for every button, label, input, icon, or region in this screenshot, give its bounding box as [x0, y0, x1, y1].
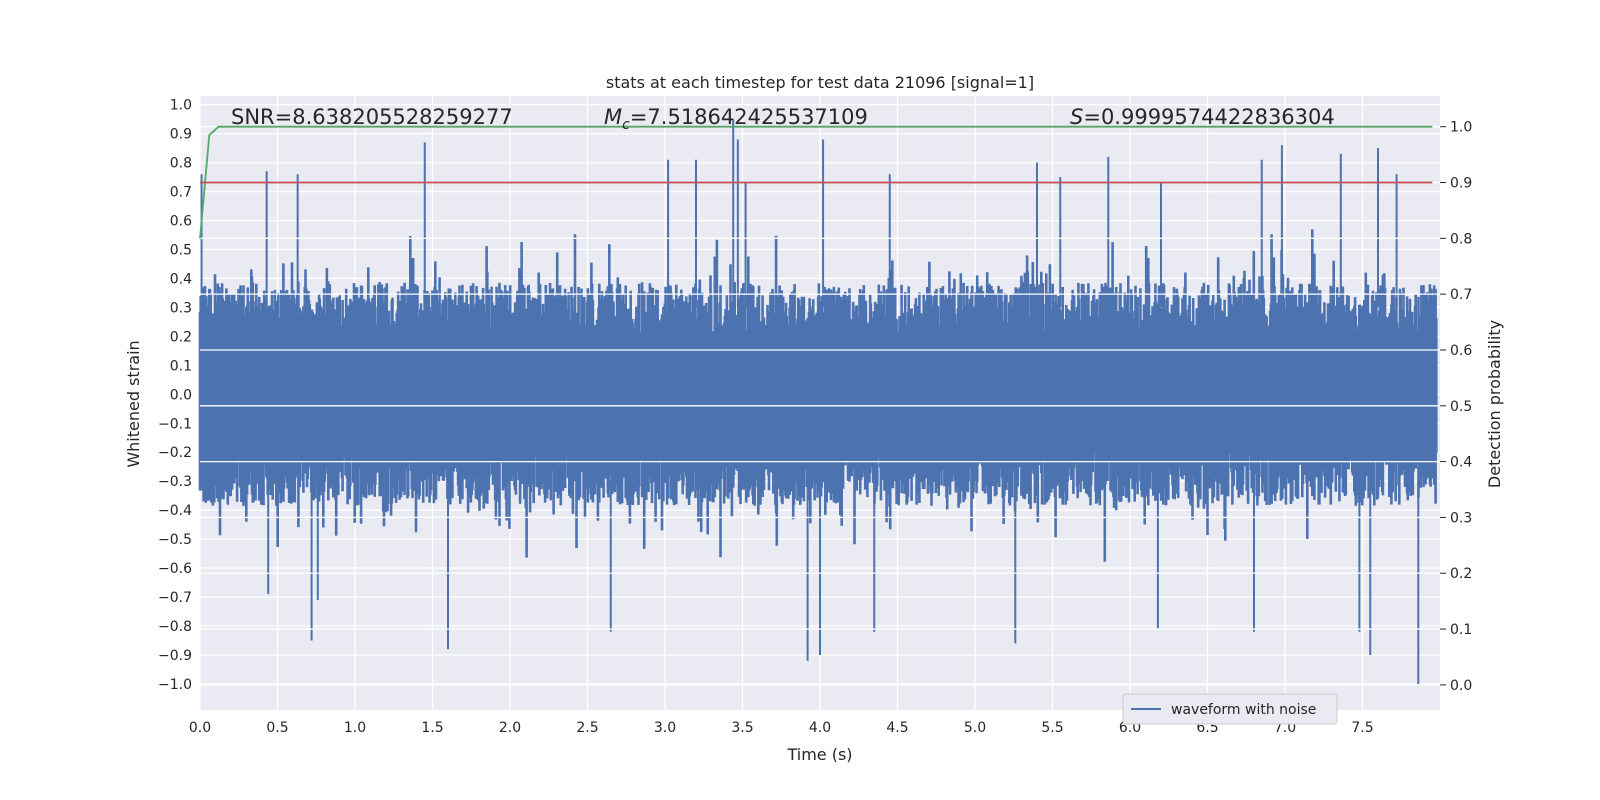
- x-tick-label: 3.5: [731, 720, 753, 736]
- axis-ticks: 0.0 0.5 1.0 1.5 2.0 2.5 3.0 3.5 4.0 4.5 5.0 5.5 6.0 6…: [158, 98, 1472, 736]
- y-tick-label: 0.9: [170, 127, 192, 143]
- x-tick-label: 5.0: [964, 720, 986, 736]
- y-tick-label: −0.9: [158, 648, 192, 664]
- chirp-mass-symbol: M: [604, 105, 622, 129]
- y2-tick-label: 0.7: [1450, 287, 1472, 303]
- y2-tick-label: 0.9: [1450, 176, 1472, 192]
- y-tick-label: −0.7: [158, 590, 192, 606]
- y-tick-label: −0.2: [158, 445, 192, 461]
- x-tick-label: 0.0: [189, 720, 211, 736]
- legend-label: waveform with noise: [1171, 702, 1316, 718]
- detection-probability-line: [199, 125, 1433, 239]
- y2-axis-label: Detection probability: [1485, 320, 1504, 488]
- y-tick-label: 0.4: [170, 271, 192, 287]
- y2-tick-label: 0.3: [1450, 510, 1472, 526]
- y-tick-label: 0.1: [170, 358, 192, 374]
- y2-tick-label: 0.4: [1450, 455, 1472, 471]
- x-tick-label: 3.0: [654, 720, 676, 736]
- y-tick-label: −0.6: [158, 561, 192, 577]
- x-tick-label: 7.5: [1351, 720, 1373, 736]
- x-tick-label: 2.5: [576, 720, 598, 736]
- s-value: =0.9999574422836304: [1083, 105, 1334, 129]
- y-tick-label: −1.0: [158, 677, 192, 693]
- legend-box: [1122, 693, 1338, 725]
- y2-tick-label: 0.6: [1450, 343, 1472, 359]
- y-tick-label: 0.2: [170, 329, 192, 345]
- y-tick-label: 0.8: [170, 156, 192, 172]
- x-tick-label: 1.0: [344, 720, 366, 736]
- x-tick-label: 1.5: [421, 720, 443, 736]
- y2-tick-label: 0.5: [1450, 399, 1472, 415]
- waveform-core: [200, 336, 1437, 453]
- y2-tick-label: 0.1: [1450, 622, 1472, 638]
- y-tick-label: 1.0: [170, 98, 192, 114]
- x-tick-label: 4.5: [886, 720, 908, 736]
- x-tick-label: 4.0: [809, 720, 831, 736]
- s-annotation: S=0.9999574422836304: [1070, 105, 1335, 129]
- y-tick-label: −0.8: [158, 619, 192, 635]
- y-tick-label: 0.7: [170, 185, 192, 201]
- chart-title: stats at each timestep for test data 210…: [606, 73, 1034, 92]
- y2-tick-label: 1.0: [1450, 120, 1472, 136]
- y-tick-label: 0.3: [170, 300, 192, 316]
- x-tick-label: 2.0: [499, 720, 521, 736]
- chirp-mass-value: =7.518642425537109: [630, 105, 868, 129]
- chirp-mass-annotation: Mc=7.518642425537109: [604, 105, 868, 133]
- y-tick-label: −0.5: [158, 532, 192, 548]
- s-symbol: S: [1070, 105, 1083, 129]
- y-tick-label: 0.6: [170, 214, 192, 230]
- waveform-series: [198, 119, 1438, 684]
- y2-tick-label: 0.8: [1450, 231, 1472, 247]
- snr-annotation: SNR=8.638205528259277: [231, 105, 513, 129]
- legend: waveform with noise: [1122, 693, 1338, 725]
- y-tick-label: −0.3: [158, 474, 192, 490]
- y-axis-label: Whitened strain: [124, 340, 143, 467]
- chirp-mass-subscript: c: [622, 117, 630, 133]
- x-tick-label: 0.5: [266, 720, 288, 736]
- y2-tick-label: 0.2: [1450, 566, 1472, 582]
- x-axis-label: Time (s): [786, 745, 852, 764]
- y-tick-label: 0.0: [170, 387, 192, 403]
- probability-series: [199, 125, 1440, 686]
- y-tick-label: −0.1: [158, 416, 192, 432]
- y-tick-label: −0.4: [158, 503, 192, 519]
- x-tick-label: 5.5: [1041, 720, 1063, 736]
- y2-tick-label: 0.0: [1450, 678, 1472, 694]
- y-tick-label: 0.5: [170, 243, 192, 259]
